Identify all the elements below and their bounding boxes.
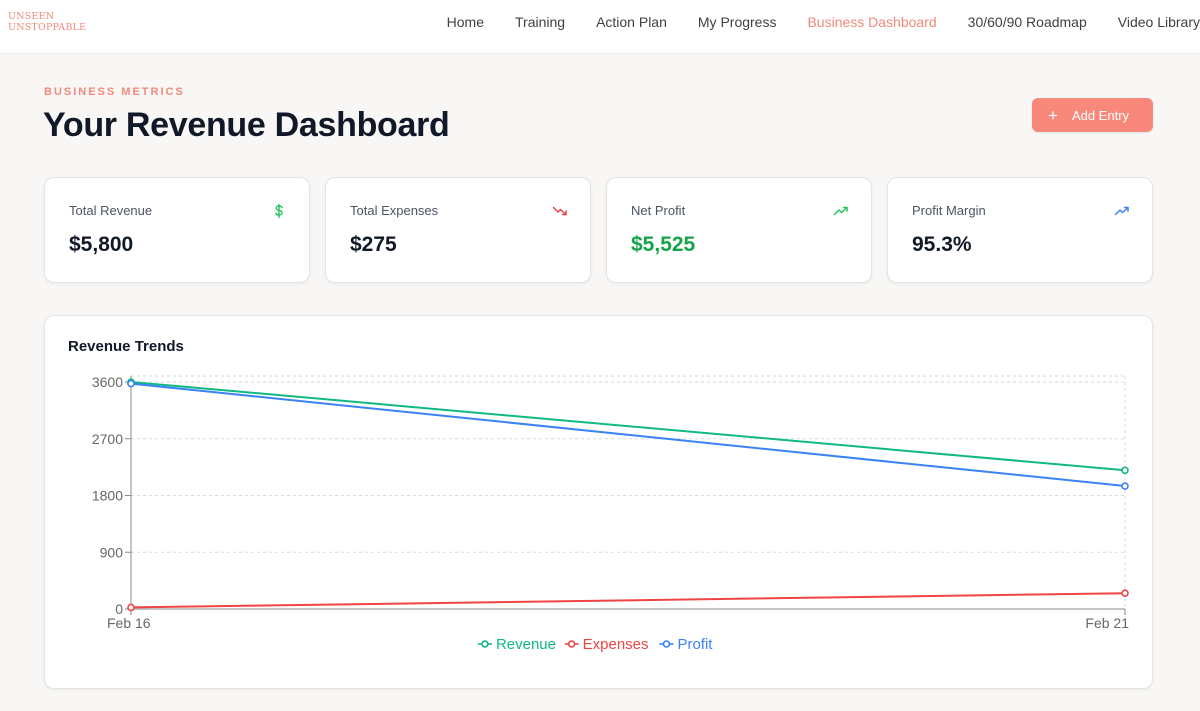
stat-value: $275 (350, 233, 397, 256)
legend-label-revenue: Revenue (496, 636, 556, 653)
stat-card-total-revenue: Total Revenue $5,800 (44, 177, 310, 283)
stat-value: 95.3% (912, 233, 972, 256)
stat-label: Profit Margin (912, 203, 986, 218)
brand-logo[interactable]: UNSEEN UNSTOPPABLE (8, 11, 98, 33)
nav-item-action-plan[interactable]: Action Plan (596, 14, 667, 30)
stat-label: Total Revenue (69, 203, 153, 218)
revenue-trends-chart: 0 900 1800 2700 3600 Feb 16 Feb 21 Revenue Expen… (92, 374, 1129, 653)
stat-card-net-profit: Net Profit $5,525 (606, 177, 872, 283)
top-navbar: UNSEEN UNSTOPPABLE Home Training Action Pl… (0, 0, 1200, 54)
legend-marker-expenses (567, 640, 576, 648)
nav-item-business-dashboard[interactable]: Business Dashboard (807, 14, 937, 30)
y-tick-label: 0 (115, 601, 123, 617)
stat-label: Net Profit (631, 203, 686, 218)
chart-title: Revenue Trends (68, 338, 184, 355)
main-nav: Home Training Action Plan My Progress Busine… (416, 0, 1200, 44)
nav-item-home[interactable]: Home (446, 14, 484, 30)
nav-item-video-library[interactable]: Video Library (1117, 14, 1200, 30)
x-tick-label: Feb 21 (1085, 615, 1129, 631)
dollar-icon (271, 203, 287, 219)
nav-item-30-60-90-roadmap[interactable]: 30/60/90 Roadmap (967, 14, 1087, 30)
page-eyebrow: BUSINESS METRICS (44, 86, 185, 98)
legend-marker-revenue (481, 640, 489, 648)
legend-label-profit: Profit (677, 636, 713, 653)
revenue-trends-card: 0 900 1800 2700 3600 Feb 16 Feb 21 Revenue Expen… (44, 315, 1153, 689)
brand-line-1: UNSEEN (8, 11, 55, 22)
nav-item-my-progress[interactable]: My Progress (697, 14, 777, 30)
trending-up-icon (1114, 203, 1130, 219)
nav-item-training[interactable]: Training (515, 14, 566, 30)
data-point-revenue (1121, 466, 1129, 475)
page-title: Your Revenue Dashboard (43, 106, 450, 144)
y-tick-label: 1800 (92, 488, 123, 504)
x-tick-label: Feb 16 (107, 615, 151, 631)
trending-up-icon (833, 203, 849, 219)
series-line-revenue (130, 381, 1126, 472)
legend-label-expenses: Expenses (583, 636, 649, 653)
stat-value: $5,800 (69, 233, 134, 256)
y-tick-label: 2700 (92, 431, 123, 447)
brand-line-2: UNSTOPPABLE (8, 22, 87, 33)
y-tick-label: 900 (100, 544, 124, 560)
y-tick-label: 3600 (92, 374, 123, 390)
stat-card-profit-margin: Profit Margin 95.3% (887, 177, 1153, 283)
add-entry-button[interactable]: + Add Entry (1032, 98, 1153, 132)
add-entry-label: Add Entry (1071, 107, 1130, 123)
stat-value: $5,525 (631, 233, 696, 256)
plus-icon: + (1048, 105, 1058, 125)
stat-card-total-expenses: Total Expenses $275 (325, 177, 591, 283)
trending-down-icon (552, 203, 568, 219)
series-line-profit (130, 382, 1126, 488)
legend-marker-profit (662, 640, 671, 648)
series-line-expenses (130, 592, 1126, 609)
data-point-profit (127, 379, 135, 388)
stat-label: Total Expenses (350, 203, 439, 218)
data-point-expenses (127, 603, 135, 612)
data-point-expenses (1121, 589, 1129, 598)
data-point-profit (1121, 482, 1129, 490)
